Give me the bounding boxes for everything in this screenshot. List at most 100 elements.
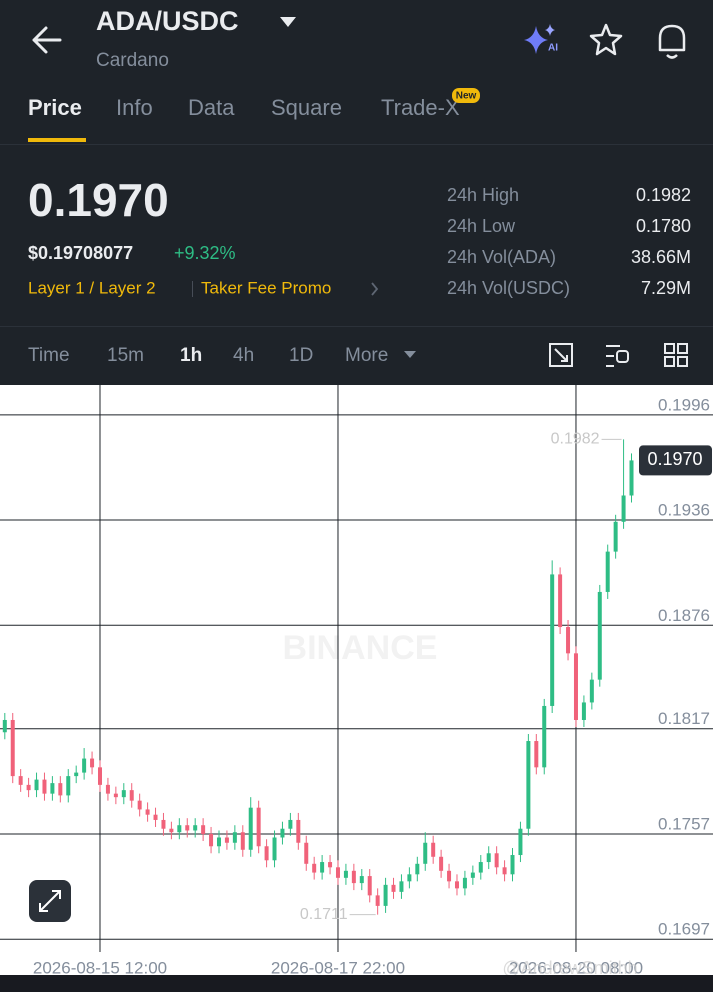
tag[interactable]: Taker Fee Promo [201,278,331,297]
candle-body [58,783,63,796]
candle-body [621,495,626,522]
candle-body [113,793,118,798]
interval[interactable]: 1h [180,345,202,366]
divider [0,326,713,327]
candle-body [129,790,134,801]
candle-body [343,870,348,878]
candle-body [478,862,483,873]
candle-body [256,807,261,847]
candle-body [510,855,515,875]
stat-label: 24h High [447,185,519,205]
candle-body [193,825,198,831]
chart: 0.1996 0.1936 0.1876 0.1817 0.1757 0.1697 2026… [0,385,713,977]
candle-body [351,870,356,884]
stat-value: 0.1982 [636,185,691,205]
candle-body [534,741,539,768]
candle-body [439,856,444,871]
header-background [0,0,713,385]
candle-body [502,867,507,875]
candle-body [201,825,206,834]
candle-body [26,784,31,791]
tab[interactable]: Trade-X [381,95,460,120]
candle-body [264,846,269,861]
candle-body [105,784,110,794]
divider [0,144,713,145]
expand-button[interactable] [29,880,71,922]
interval[interactable]: Time [28,345,70,366]
interval[interactable]: 4h [233,345,254,366]
candle-body [272,837,277,861]
candle-body [581,702,586,720]
interval[interactable]: 15m [107,345,144,366]
stat-value: 7.29M [641,278,691,298]
tab[interactable]: Square [271,95,342,120]
chart-tools[interactable] [549,343,688,367]
candle-body [447,870,452,882]
candle-body [399,881,404,892]
candle-body [542,705,547,768]
notification-button[interactable] [658,24,686,59]
y-tick-label: 0.1936 [658,501,710,520]
candle-body [209,833,214,847]
candle-body [42,779,47,794]
tab-indicator [28,138,86,142]
candle-body [328,862,333,868]
x-tick-label: 2026-08-15 12:00 [33,958,167,977]
candle-body [18,776,23,785]
y-tick-label: 0.1697 [658,920,710,939]
candle-body [407,874,412,882]
candle-body [10,719,15,777]
candle-body [82,758,87,773]
coin-name: Cardano [96,50,169,71]
candle-body [486,853,491,863]
tab[interactable]: Price [28,95,82,120]
x-tick-label: 2026-08-17 22:00 [271,958,405,977]
candle-body [74,772,79,777]
candle-body [240,832,245,850]
interval[interactable]: 1D [289,345,313,366]
high-marker: 0.1982 [551,431,600,448]
candle-body [391,884,396,892]
candle-body [145,809,150,815]
pair-dropdown[interactable] [280,17,296,27]
candle-body [558,574,563,628]
back-button[interactable] [32,26,62,54]
candle-body [169,828,174,833]
candle-body [177,825,182,833]
pair-title[interactable]: ADA/USDC [96,6,239,36]
candle-body [185,825,190,831]
tab[interactable]: Info [116,95,153,120]
stat-value: 0.1780 [636,216,691,236]
candle-body [462,877,467,889]
low-marker: 0.1711 [300,906,348,923]
usd-price: $0.19708077 [28,243,133,263]
candle-body [605,551,610,592]
candle-body [248,807,253,850]
y-tick-label: 0.1996 [658,395,710,414]
ai-button[interactable]: AI [524,24,558,54]
candle-body [573,653,578,720]
interval-dropdown[interactable] [404,351,416,358]
tag[interactable]: Layer 1 / Layer 2 [28,278,156,297]
stat-label: 24h Vol(ADA) [447,247,556,267]
candle-body [121,790,126,798]
tab[interactable]: Data [188,95,235,120]
candle-body [137,800,142,810]
new-badge: New [456,91,477,102]
chart-background [0,385,713,975]
y-tick-label: 0.1817 [658,709,710,728]
footer-bar [0,975,713,992]
candle-body [34,779,39,791]
last-price-tag-bg [639,445,712,476]
candle-body [550,574,555,706]
favorite-button[interactable] [589,23,623,56]
candle-body [216,837,221,847]
candle-body [161,819,166,829]
candle-body [494,853,499,868]
candle-body [296,819,301,843]
stat-label: 24h Vol(USDC) [447,278,570,298]
interval[interactable]: More [345,345,388,366]
candle-body [629,460,634,496]
